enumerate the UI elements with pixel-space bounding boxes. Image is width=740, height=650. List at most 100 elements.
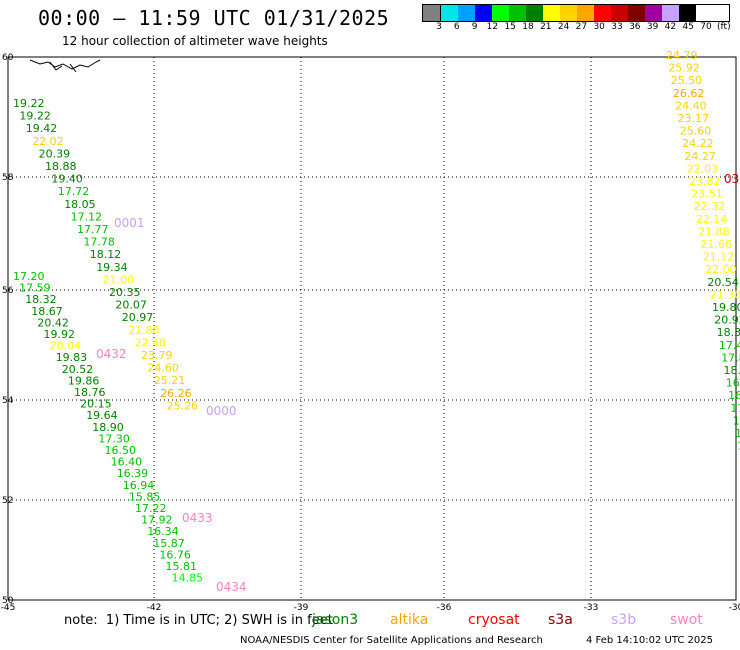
- swh-value-track-b: 20.42: [37, 316, 69, 329]
- swh-value-track-b: 15.81: [166, 560, 198, 573]
- swh-value-track-a: 17.77: [77, 223, 109, 236]
- swh-value-track-c: 20.54: [707, 276, 739, 289]
- scale-label: 6: [453, 22, 460, 32]
- swh-value-track-c: 23.17: [678, 112, 710, 125]
- swh-value-track-b: 18.67: [31, 305, 63, 318]
- swh-value-track-b: 18.90: [92, 421, 124, 434]
- scale-label: 42: [664, 22, 677, 32]
- scale-label: 39: [646, 22, 659, 32]
- swh-value-track-c: 17: [735, 427, 740, 440]
- swh-value-track-a: 19.22: [13, 97, 45, 110]
- legend-item-swot: swot: [670, 612, 703, 628]
- color-scale-labels: 3 6 9 12 15 18 21 24 27 30 33 36 39 42 45 70 (ft): [422, 22, 732, 34]
- swh-value-track-b: 16.39: [117, 467, 149, 480]
- scale-label: 27: [575, 22, 588, 32]
- swh-value-track-a: 25.26: [167, 399, 199, 412]
- scale-swatch: [509, 5, 526, 21]
- scale-swatch: [611, 5, 628, 21]
- swh-value-track-c: 17.8: [721, 351, 740, 364]
- wave-height-color-scale: 3 6 9 12 15 18 21 24 27 30 33 36 39 42 45 70 (ft): [422, 4, 731, 32]
- scale-label: 9: [471, 22, 478, 32]
- y-tick-label: 60: [2, 53, 14, 63]
- swh-value-track-c: 20.92: [714, 314, 740, 327]
- swh-value-track-a: 24.60: [147, 362, 179, 375]
- scale-swatch: [645, 5, 662, 21]
- scale-swatch: [441, 5, 458, 21]
- swh-value-track-a: 19.22: [19, 110, 51, 123]
- swh-value-track-b: 17.22: [135, 502, 167, 515]
- swh-value-track-c: 21.12: [703, 251, 735, 264]
- timestamp-text: 4 Feb 14:10:02 UTC 2025: [586, 635, 713, 646]
- swh-value-track-c: 24.27: [684, 150, 716, 163]
- swh-value-track-b: 16.50: [105, 444, 137, 457]
- credit-text: NOAA/NESDIS Center for Satellite Applica…: [240, 635, 543, 646]
- scale-swatch: [662, 5, 679, 21]
- swh-value-track-c: 22.14: [696, 213, 728, 226]
- scale-swatch: [423, 5, 441, 21]
- pass-time-label: 0433: [182, 511, 213, 525]
- scale-label: 3: [436, 22, 442, 32]
- swh-value-track-a: 23.79: [141, 349, 173, 362]
- page-subtitle: 12 hour collection of altimeter wave hei…: [62, 34, 328, 48]
- scale-swatch: [594, 5, 611, 21]
- swh-value-track-b: 14.85: [172, 572, 204, 585]
- scale-label: (ft): [717, 22, 731, 32]
- scale-swatch: [458, 5, 475, 21]
- scale-label: 33: [611, 22, 623, 32]
- x-tick-label: -39: [294, 603, 309, 613]
- swh-value-track-a: 21.00: [103, 273, 135, 286]
- swh-value-track-a: 20.07: [115, 299, 146, 312]
- pass-time-label: 0434: [216, 580, 247, 594]
- swh-value-track-b: 16.76: [159, 548, 191, 561]
- swh-value-track-c: 18.31: [717, 326, 740, 339]
- legend-item-s3a: s3a: [548, 612, 573, 628]
- y-tick-label: 58: [2, 173, 14, 183]
- x-tick-label: -36: [437, 603, 452, 613]
- scale-label: 12: [486, 22, 499, 32]
- swh-value-track-c: 22.03: [687, 162, 719, 175]
- swh-value-track-b: 18.32: [25, 293, 57, 306]
- y-tick-label: 56: [2, 286, 14, 296]
- legend-item-cryosat: cryosat: [468, 612, 520, 628]
- swh-value-track-a: 18.05: [64, 198, 96, 211]
- swh-value-track-c: 22.32: [694, 200, 726, 213]
- swh-value-track-b: 20.04: [50, 340, 82, 353]
- scale-swatch: [543, 5, 560, 21]
- swh-value-track-b: 16.40: [111, 456, 143, 469]
- swh-value-track-b: 15.87: [153, 537, 185, 550]
- x-tick-label: -30: [729, 603, 740, 613]
- legend-item-s3b: s3b: [611, 612, 637, 628]
- swh-value-track-a: 20.97: [122, 311, 154, 324]
- swh-value-track-a: 22.48: [135, 336, 167, 349]
- swh-value-track-b: 17.30: [98, 432, 129, 445]
- swh-value-track-c: 16: [737, 440, 740, 453]
- swh-value-track-a: 21.88: [128, 324, 160, 337]
- swh-value-track-a: 22.02: [32, 135, 64, 148]
- swh-value-track-a: 19.42: [26, 122, 58, 135]
- legend-item-jason3: jason3: [312, 612, 359, 628]
- scale-swatch: [628, 5, 645, 21]
- scale-label: 30: [593, 22, 605, 32]
- color-scale-swatches: [422, 4, 730, 22]
- swh-value-track-b: 16.94: [123, 479, 155, 492]
- swh-value-track-c: 19.80: [712, 301, 740, 314]
- pass-time-label: 0001: [114, 216, 145, 230]
- swh-value-track-c: 16.8: [728, 389, 740, 402]
- swh-value-track-b: 17.20: [13, 270, 45, 283]
- swh-value-track-a: 18.88: [45, 160, 77, 173]
- swh-value-track-c: 24.40: [675, 99, 707, 112]
- swh-value-track-c: 23.51: [691, 188, 723, 201]
- swh-value-track-b: 19.64: [86, 409, 118, 422]
- swh-value-track-c: 21.88: [698, 225, 730, 238]
- x-tick-label: -45: [1, 603, 16, 613]
- swh-value-track-b: 19.83: [56, 351, 87, 364]
- swh-value-track-b: 16.34: [147, 525, 179, 538]
- scale-swatch: [475, 5, 492, 21]
- swh-value-track-c: 18.0: [724, 364, 740, 377]
- swh-value-track-a: 19.34: [96, 261, 128, 274]
- swh-value-track-a: 20.35: [109, 286, 141, 299]
- swh-value-track-b: 20.52: [62, 363, 94, 376]
- scale-label: 18: [522, 22, 534, 32]
- y-tick-label: 50: [2, 596, 14, 606]
